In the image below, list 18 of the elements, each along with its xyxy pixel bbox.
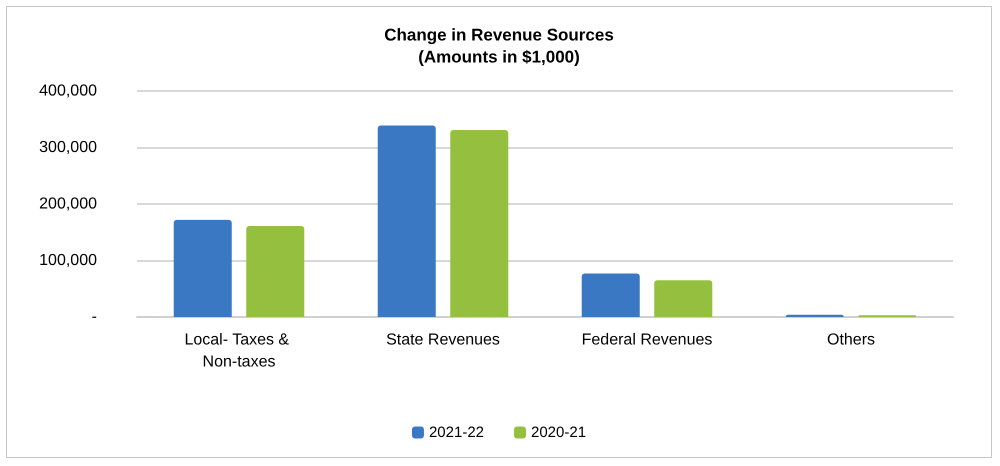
legend-label: 2020-21 [531,424,586,441]
y-tick-label: 100,000 [39,252,98,269]
x-tick-label: State Revenues [386,332,500,348]
bar [174,220,232,317]
bar [378,125,436,317]
y-tick-label: 300,000 [39,139,98,156]
x-tick-label: Federal Revenues [582,332,712,348]
chart-title: Change in Revenue Sources (Amounts in $1,000) [384,26,614,66]
y-tick-label: 200,000 [39,196,98,212]
x-tick-label: Others [826,332,876,348]
bar [246,226,304,317]
y-tick-label: 400,000 [39,82,98,100]
legend-label: 2021-22 [428,424,484,441]
bar [582,273,640,317]
y-tick-label: - [92,308,97,326]
x-tick-label: Local- Taxes & Non-taxes [184,332,294,370]
bar [450,130,508,317]
bar [654,280,712,317]
